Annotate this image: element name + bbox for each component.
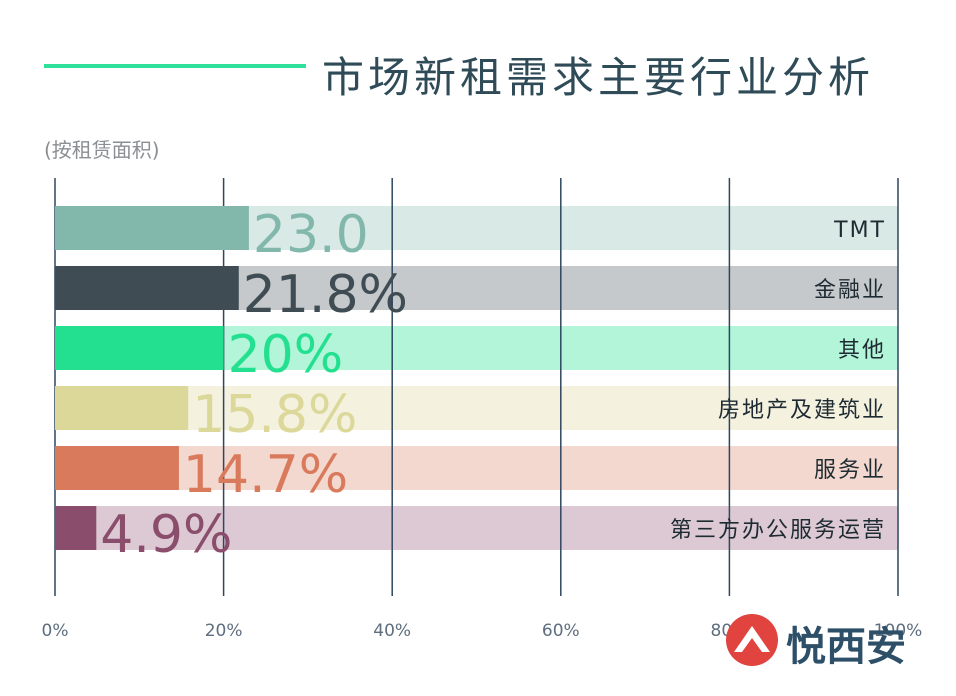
watermark-logo: 悦西安 xyxy=(724,610,934,670)
chart-subtitle: (按租赁面积) xyxy=(44,138,160,162)
tick-label: 0% xyxy=(42,621,69,641)
bar xyxy=(55,386,189,430)
category-label: 其他 xyxy=(838,338,886,363)
category-label: 金融业 xyxy=(814,278,886,303)
data-label: 20% xyxy=(228,325,344,385)
category-label: 服务业 xyxy=(814,458,886,483)
category-label: 第三方办公服务运营 xyxy=(670,518,886,543)
bar xyxy=(55,446,179,490)
tick-label: 20% xyxy=(205,621,243,641)
title-decoration-line xyxy=(44,64,306,68)
bar-track xyxy=(55,446,898,490)
data-label: 15.8% xyxy=(192,385,357,445)
watermark-text: 悦西安 xyxy=(786,624,906,670)
data-label: 21.8% xyxy=(243,265,408,325)
data-label: 23.0 xyxy=(253,205,369,265)
bar-track xyxy=(55,506,898,550)
data-label: 14.7% xyxy=(183,445,348,505)
logo-icon xyxy=(726,614,778,666)
tick-label: 40% xyxy=(373,621,411,641)
category-label: 房地产及建筑业 xyxy=(718,398,886,423)
category-label: TMT xyxy=(833,218,886,243)
tick-label: 60% xyxy=(542,621,580,641)
bar xyxy=(55,206,249,250)
bar-track xyxy=(55,386,898,430)
bar xyxy=(55,326,224,370)
bar xyxy=(55,506,97,550)
page-title: 市场新租需求主要行业分析 xyxy=(322,53,875,102)
tick-label: 100% xyxy=(874,621,923,641)
data-label: 4.9% xyxy=(100,505,232,565)
bar xyxy=(55,266,239,310)
